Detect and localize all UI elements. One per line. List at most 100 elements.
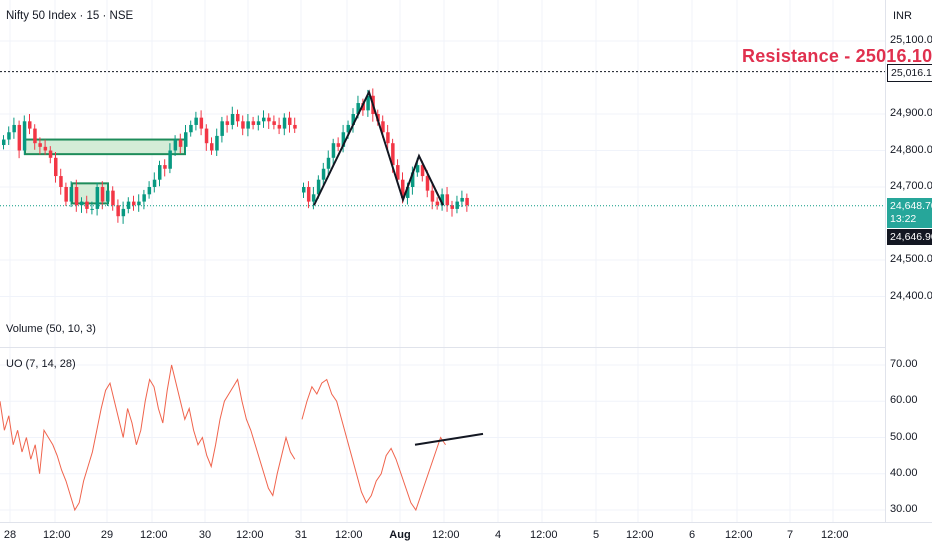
candle-body — [440, 194, 445, 206]
candle-body — [100, 187, 105, 202]
time-tick-label: 12:00 — [335, 529, 363, 541]
candle-body — [111, 190, 115, 206]
candle-body — [306, 187, 311, 202]
zigzag-pattern-line — [313, 89, 444, 206]
candle-body — [204, 128, 209, 144]
candle-body — [74, 187, 79, 206]
candle-body — [137, 201, 141, 206]
time-tick-label: 12:00 — [236, 529, 264, 541]
candle-body — [194, 117, 198, 125]
candle-body — [331, 143, 336, 158]
price-tick-label: 25,100.00 — [890, 34, 932, 46]
crosshair-price-tag: 24,646.90 — [887, 229, 932, 245]
candle-body — [158, 165, 162, 180]
candle-body — [178, 139, 183, 147]
price-tick-label: 24,500.00 — [890, 253, 932, 265]
candle-body — [106, 190, 110, 202]
candle-body — [147, 187, 152, 195]
candle-body — [12, 124, 16, 133]
candle-body — [163, 165, 167, 169]
candle-body — [38, 143, 42, 147]
time-tick-label: 5 — [592, 529, 600, 541]
uo-tick-label: 30.00 — [890, 503, 918, 515]
candle-body — [346, 124, 351, 133]
resistance-price-tag: 25,016.10 — [887, 64, 932, 82]
candle-body — [288, 117, 292, 125]
candle-body — [168, 150, 172, 169]
candle-body — [22, 121, 27, 151]
time-tick-label: 28 — [3, 529, 17, 541]
candle-body — [126, 201, 131, 209]
candle-body — [132, 201, 136, 206]
uo-tick-label: 40.00 — [890, 466, 918, 479]
candle-body — [199, 117, 204, 129]
candle-body — [210, 143, 214, 151]
candle-body — [415, 165, 420, 173]
candle-body — [460, 197, 464, 202]
candle-body — [152, 179, 157, 187]
candle-body — [361, 103, 365, 111]
uo-divergence-trendline — [414, 432, 484, 446]
uo-tick-label: 60.00 — [890, 394, 918, 407]
candle-body — [184, 132, 188, 147]
candle-body — [189, 124, 193, 133]
price-tick-label: 24,800.00 — [890, 143, 932, 156]
candle-body — [455, 201, 459, 209]
candle-body — [282, 117, 287, 129]
uo-tick-label: 50.00 — [890, 430, 918, 443]
time-tick-label: 31 — [294, 529, 308, 541]
price-tick-label: 24,400.00 — [890, 289, 932, 302]
candle-body — [225, 121, 230, 125]
bar-countdown: 13:22 — [890, 213, 917, 225]
candle-body — [54, 157, 58, 177]
time-tick-label: 12:00 — [530, 529, 558, 541]
candle-body — [59, 176, 63, 187]
candle-body — [251, 121, 256, 125]
candle-body — [215, 135, 219, 151]
candle-body — [43, 146, 48, 151]
candle-body — [405, 187, 410, 198]
resistance-annotation: Resistance - 25016.10 — [742, 46, 932, 66]
candle-body — [28, 121, 32, 129]
time-tick-label: 12:00 — [725, 529, 753, 541]
candle-body — [272, 121, 276, 125]
time-tick-label: 29 — [100, 529, 114, 541]
candle-body — [366, 95, 370, 111]
uo-indicator-label[interactable]: UO (7, 14, 28) — [6, 358, 76, 370]
candle-body — [241, 121, 245, 129]
candle-body — [121, 208, 126, 217]
candle-body — [425, 176, 430, 191]
time-tick-label: 30 — [198, 529, 212, 541]
candle-body — [262, 117, 266, 122]
candle-body — [7, 132, 11, 140]
candle-body — [356, 103, 360, 114]
last-price-tag: 24,648.70 13:22 — [887, 198, 932, 228]
time-tick-label: 12:00 — [140, 529, 168, 541]
candle-body — [17, 124, 22, 151]
uo-tick-label: 70.00 — [890, 358, 918, 370]
time-axis-divider — [0, 522, 932, 523]
candle-body — [220, 121, 224, 136]
candle-body — [336, 143, 341, 147]
candle-body — [321, 168, 326, 180]
currency-label[interactable]: INR — [893, 10, 912, 22]
candle-body — [465, 197, 469, 206]
candle-body — [430, 190, 435, 202]
candle-body — [85, 201, 89, 209]
candle-body — [80, 201, 84, 206]
candle-body — [293, 124, 297, 129]
candle-body — [277, 124, 282, 129]
volume-indicator-label[interactable]: Volume (50, 10, 3) — [6, 323, 96, 335]
price-axis-border — [885, 0, 886, 522]
candle-body — [326, 157, 331, 169]
chart-title: Nifty 50 Index · 15 · NSE — [6, 10, 134, 22]
candle-body — [69, 187, 74, 202]
time-tick-label: 12:00 — [626, 529, 654, 541]
candle-body — [230, 114, 235, 125]
candle-body — [236, 114, 240, 122]
time-tick-label: 4 — [494, 529, 502, 541]
price-tick-label: 24,700.00 — [890, 180, 932, 192]
uo-line-segment — [0, 364, 296, 512]
